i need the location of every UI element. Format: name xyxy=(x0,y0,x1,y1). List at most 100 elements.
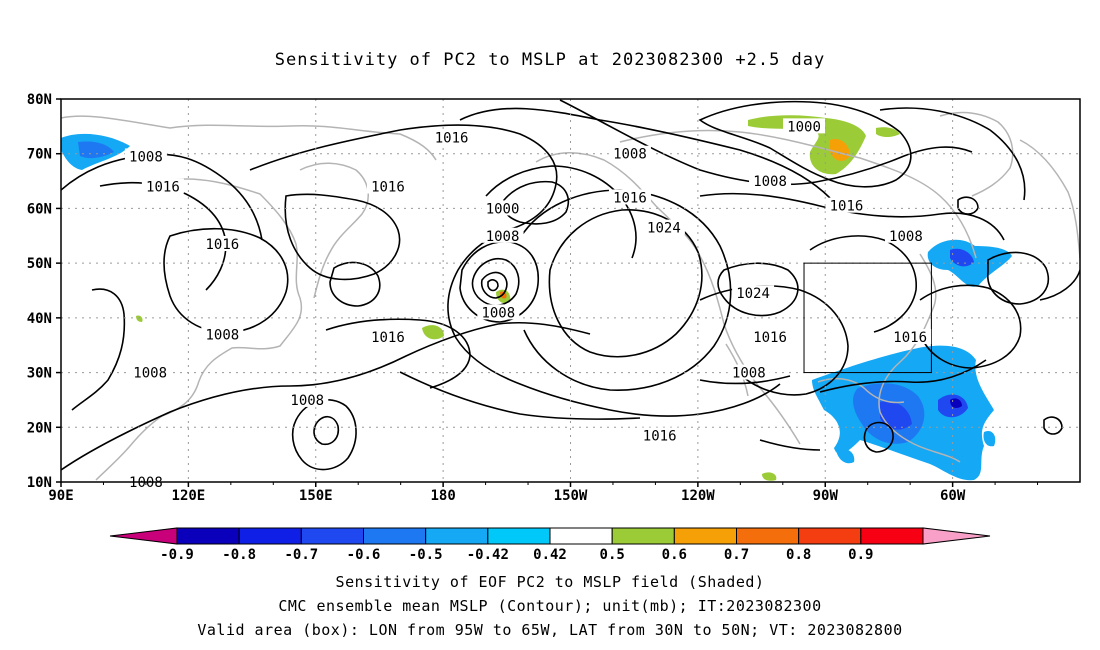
contour-label: 1008 xyxy=(133,366,167,382)
contour-label-bg xyxy=(727,364,770,380)
contour-1008-asia-coast xyxy=(71,288,126,411)
contour-label-bg xyxy=(201,235,244,251)
contour-label-bg xyxy=(366,178,409,194)
map-title: Sensitivity of PC2 to MSLP at 2023082300… xyxy=(274,50,826,70)
contour-label-bg xyxy=(732,285,775,301)
contour-1016-caribbean-ring xyxy=(863,421,894,453)
contour-label-bg xyxy=(642,219,685,235)
colorbar-swatch xyxy=(238,527,302,545)
contour-label-bg xyxy=(783,118,826,134)
colorbar: -0.9 -0.8 -0.7 -0.6 -0.5 -0.42 0.42 0.5 0.6 0.7 0.… xyxy=(109,527,991,563)
contour-label-bg xyxy=(749,173,792,189)
colorbar-label: -0.8 xyxy=(222,547,256,563)
coast-asia-east xyxy=(95,178,303,481)
colorbar-right-triangle xyxy=(922,527,991,545)
colorbar-swatch xyxy=(611,527,675,545)
contour-label: 1000 xyxy=(486,201,520,217)
lon-tick-label: 60W xyxy=(940,488,966,504)
contour-label-bg xyxy=(477,304,520,320)
colorbar-swatch xyxy=(673,527,737,545)
coast-eurasia-arctic xyxy=(61,115,437,161)
caption-line-2: CMC ensemble mean MSLP (Contour); unit(m… xyxy=(278,597,822,615)
contour-1008-tropical-ring xyxy=(291,399,357,471)
contour-1000-low-core xyxy=(471,258,520,307)
contour-1016-tropics xyxy=(399,371,641,420)
contour-label: 1016 xyxy=(830,199,864,215)
contour-988-low-core xyxy=(487,279,499,292)
contour-1008-west xyxy=(61,153,263,241)
contour-label: 1024 xyxy=(647,221,681,237)
contour-label: 1008 xyxy=(486,229,520,245)
lat-tick-label: 40N xyxy=(27,311,52,327)
contour-1016-west xyxy=(99,181,227,291)
contour-label: 1008 xyxy=(290,393,324,409)
lat-tick-label: 30N xyxy=(27,366,52,382)
colorbar-swatch xyxy=(860,527,924,545)
sensitivity-shading xyxy=(61,115,1012,481)
contour-label: 1008 xyxy=(613,147,647,163)
shade-negative-caribbean-core xyxy=(880,401,912,430)
contour-1008-low xyxy=(61,321,591,471)
contour-1016-high xyxy=(249,124,781,417)
contour-label: 1008 xyxy=(481,305,515,321)
colorbar-label: 0.5 xyxy=(600,547,625,563)
contour-label: 1016 xyxy=(643,428,677,444)
contour-label-bg xyxy=(141,178,184,194)
contour-label-bg xyxy=(286,391,329,407)
contour-1016-atlantic-ring-small xyxy=(1043,416,1063,435)
colorbar-label: -0.9 xyxy=(160,547,194,563)
lon-tick-label: 150E xyxy=(299,488,333,504)
lat-tick-label: 10N xyxy=(27,475,52,491)
contour-label: 1008 xyxy=(753,174,787,190)
shade-negative-northeast-core xyxy=(950,248,974,267)
contour-label-bg xyxy=(889,329,932,345)
colorbar-label: -0.5 xyxy=(409,547,443,563)
caption-line-3: Valid area (box): LON from 95W to 65W, L… xyxy=(197,621,903,639)
contour-label: 1024 xyxy=(736,286,770,302)
shade-positive-arctic-core xyxy=(830,138,850,161)
contour-label-bg xyxy=(366,329,409,345)
coast-kamchatka xyxy=(299,162,369,299)
contour-1016-gulf xyxy=(819,359,987,393)
colorbar-label: 0.42 xyxy=(533,547,567,563)
contour-1016-atlantic-ring xyxy=(987,251,1049,305)
contour-label-bg xyxy=(825,197,868,213)
contour-1016-atlantic xyxy=(919,284,1022,369)
shade-positive-arctic-b xyxy=(876,127,900,137)
contour-1008-north xyxy=(459,107,831,199)
lat-tick-label: 60N xyxy=(27,201,52,217)
coast-greenland xyxy=(939,111,1014,197)
contour-1008-tropics-east xyxy=(699,375,791,385)
contour-label-bg xyxy=(884,227,927,243)
colorbar-swatch xyxy=(549,527,613,545)
lat-tick-label: 70N xyxy=(27,147,52,163)
contour-1008-aleutian xyxy=(485,165,637,259)
contour-992-low-core xyxy=(480,271,508,299)
contour-1016-canada-east xyxy=(809,235,917,333)
coast-gulf xyxy=(817,377,905,404)
colorbar-label: 0.9 xyxy=(848,547,873,563)
contour-1008-north2 xyxy=(559,99,973,186)
lat-tick-label: 80N xyxy=(27,92,52,108)
contour-1016-lower xyxy=(325,318,471,389)
contour-label-bg xyxy=(129,364,172,380)
lat-lon-grid xyxy=(61,99,1080,482)
colorbar-swatch xyxy=(425,527,489,545)
contour-label: 1008 xyxy=(129,149,163,165)
contour-label-bg xyxy=(481,227,524,243)
contour-label: 1016 xyxy=(371,180,405,196)
lat-tick-label: 20N xyxy=(27,420,52,436)
contour-label: 1008 xyxy=(732,366,766,382)
lon-tick-label: 90W xyxy=(813,488,839,504)
colorbar-left-triangle xyxy=(109,527,178,545)
contour-label: 1016 xyxy=(371,330,405,346)
contour-1016-pacific-small xyxy=(329,261,381,307)
contour-1016-arctic-east xyxy=(879,107,1026,201)
contour-1024-us xyxy=(717,262,799,317)
colorbar-label: -0.42 xyxy=(467,547,509,563)
lon-tick-label: 120W xyxy=(681,488,715,504)
contour-label-bg xyxy=(608,145,651,161)
lat-tick-label: 50N xyxy=(27,256,52,272)
